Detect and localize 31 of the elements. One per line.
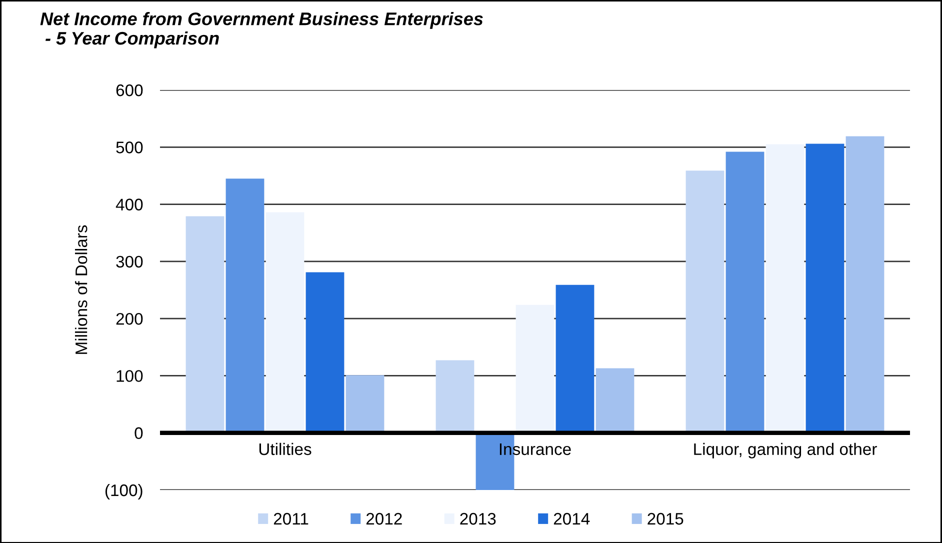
bar xyxy=(226,178,264,433)
bar xyxy=(346,375,384,433)
y-tick-label: 0 xyxy=(134,427,143,440)
bar xyxy=(556,284,594,433)
y-tick-label: 200 xyxy=(116,312,143,325)
legend-label: 2015 xyxy=(648,512,684,525)
y-tick-label: 400 xyxy=(116,198,143,210)
bar xyxy=(186,216,224,433)
bar xyxy=(516,304,554,433)
bar xyxy=(846,136,884,433)
bar xyxy=(806,144,844,433)
legend-label: 2013 xyxy=(460,512,496,525)
bar xyxy=(726,152,764,433)
bar xyxy=(436,360,474,433)
legend-label: 2011 xyxy=(274,512,308,525)
y-tick-label: 600 xyxy=(116,84,143,96)
y-axis-title: Millions of Dollars xyxy=(75,225,88,354)
bar xyxy=(596,368,634,433)
legend-label: 2012 xyxy=(366,512,402,525)
bar xyxy=(686,170,724,433)
bar xyxy=(766,144,804,433)
y-tick-label: (100) xyxy=(105,484,142,500)
x-tick-label: Utilities xyxy=(259,442,312,456)
y-tick-label: 300 xyxy=(116,256,143,268)
y-tick-label: 100 xyxy=(116,370,143,382)
bar xyxy=(266,212,304,433)
legend-label: 2014 xyxy=(554,512,590,525)
bar xyxy=(306,272,344,433)
x-tick-label: Liquor, gaming and other xyxy=(694,442,877,458)
y-tick-label: 500 xyxy=(116,142,143,154)
chart-title: Net Income from Government Business Enterprises - 5 Year Comparison xyxy=(40,12,483,48)
